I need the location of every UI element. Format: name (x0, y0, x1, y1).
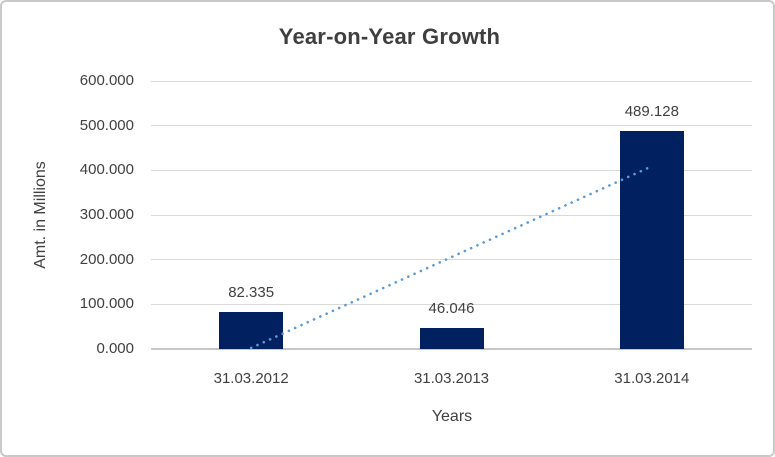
y-axis-tick-label: 300.000 (79, 206, 134, 223)
bar-value-label: 489.128 (624, 102, 679, 120)
x-axis-title: Years (431, 408, 473, 425)
y-axis-tick-label: 100.000 (79, 295, 134, 313)
y-axis-tick-label: 0.000 (96, 340, 134, 357)
x-axis-tick-label: 31.03.2012 (213, 370, 289, 387)
y-axis-tick-label: 200.000 (79, 250, 134, 268)
bar-value-label: 46.046 (428, 300, 475, 318)
y-axis-tick-label: 400.000 (79, 161, 134, 179)
bar-31.03.2012 (219, 312, 284, 349)
trendline (249, 164, 654, 350)
gridline (151, 125, 752, 127)
bar-31.03.2014 (619, 130, 684, 349)
x-axis-tick-label: 31.03.2013 (413, 370, 490, 387)
bar-value-label: 82.335 (228, 284, 275, 302)
x-axis-tick-label: 31.03.2014 (614, 370, 690, 387)
bar-31.03.2013 (419, 328, 484, 349)
gridline (151, 80, 752, 82)
chart-title: Year-on-Year Growth (278, 24, 501, 49)
y-axis-tick-label: 600.000 (79, 72, 134, 89)
y-axis-tick-label: 500.000 (79, 116, 134, 134)
